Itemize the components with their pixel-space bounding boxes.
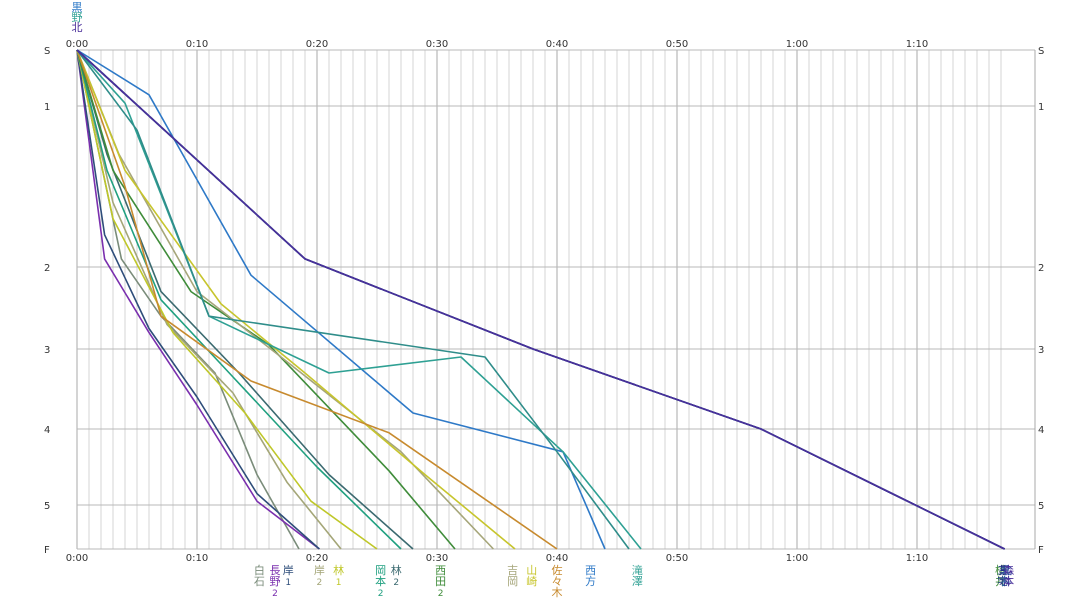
y-tick-label-right: 1 [1038,102,1044,113]
top-labels: 黒野北 [72,1,83,34]
y-tick-label-left: S [44,46,50,57]
runner-label: 吉岡 [507,564,518,588]
series-line [76,49,342,550]
x-tick-label-bottom: 0:50 [666,553,688,564]
series-line [76,49,630,550]
major-gridlines [76,49,1036,550]
x-tick-label-top: 0:50 [666,39,688,50]
y-tick-label-left: F [44,545,50,556]
series-line [76,49,642,550]
runner-label: 佐々木 [552,563,563,599]
y-tick-label-left: 3 [44,345,50,356]
x-tick-label-top: 0:00 [66,39,88,50]
y-tick-label-left: 4 [44,425,50,436]
y-tick-label-right: 2 [1038,263,1044,274]
top-label: 北 [72,21,83,34]
x-tick-label-bottom: 0:30 [426,553,448,564]
x-axis-top-ticks: 0:00 0:10 0:20 0:30 0:40 0:50 1:00 1:10 [66,39,928,50]
x-tick-label-bottom: 1:10 [906,553,928,564]
y-tick-label-left: 5 [44,501,50,512]
runner-label: 桃井 [995,563,1006,588]
runner-label: 黒木 [999,564,1010,588]
x-tick-label-top: 0:30 [426,39,448,50]
y-tick-label-left: 1 [44,102,50,113]
top-label: 野 [72,11,83,24]
series-line [76,49,1005,550]
runner-label: 北井 [1001,564,1012,588]
series-line [76,49,1005,550]
runner-label: 森本 [1003,563,1014,588]
x-tick-label-top: 1:00 [786,39,808,50]
x-tick-label-bottom: 0:00 [66,553,88,564]
y-tick-label-left: 2 [44,263,50,274]
runner-label: 岡本 2 [375,564,386,599]
y-tick-label-right: 5 [1038,501,1044,512]
runner-label: 三宅 [997,564,1008,588]
x-tick-label-top: 1:10 [906,39,928,50]
x-tick-label-bottom: 0:20 [306,553,328,564]
series-line [76,49,402,550]
series-line [76,49,300,550]
x-tick-label-bottom: 1:00 [786,553,808,564]
series-line [76,49,320,550]
series-line [76,49,1005,550]
series-line [76,49,378,550]
y-tick-label-right: F [1038,545,1044,556]
x-tick-label-top: 0:40 [546,39,568,50]
y-axis-right-ticks: S 1 2 3 4 5 F [1038,46,1044,556]
y-tick-label-right: 4 [1038,425,1044,436]
series-line [76,49,606,550]
series-line [76,49,494,550]
runner-label: 長野 2 [270,564,281,599]
x-tick-label-top: 0:20 [306,39,328,50]
runner-label: 山崎 [526,564,537,588]
series-line [76,49,558,550]
series-line [76,49,516,550]
y-axis-left-ticks: S 1 2 3 4 5 F [44,46,50,556]
series-line [76,49,1005,550]
series-line [76,49,1005,550]
x-axis-bottom-ticks: 0:00 0:10 0:20 0:30 0:40 0:50 1:00 1:10 [66,553,928,564]
y-tick-label-right: 3 [1038,345,1044,356]
runner-label: 西田 2 [435,564,446,599]
series-line [76,49,414,550]
runner-label: 滝澤 [632,564,643,588]
runner-label: 西方 [585,564,596,588]
series-line [76,49,320,550]
x-tick-label-bottom: 0:10 [186,553,208,564]
x-tick-label-top: 0:10 [186,39,208,50]
series-lines [76,49,1005,550]
y-tick-label-right: S [1038,46,1044,57]
x-tick-label-bottom: 0:40 [546,553,568,564]
minor-gridlines [76,50,1002,549]
top-label: 黒 [72,1,83,14]
runner-label: 白石 [254,563,265,588]
